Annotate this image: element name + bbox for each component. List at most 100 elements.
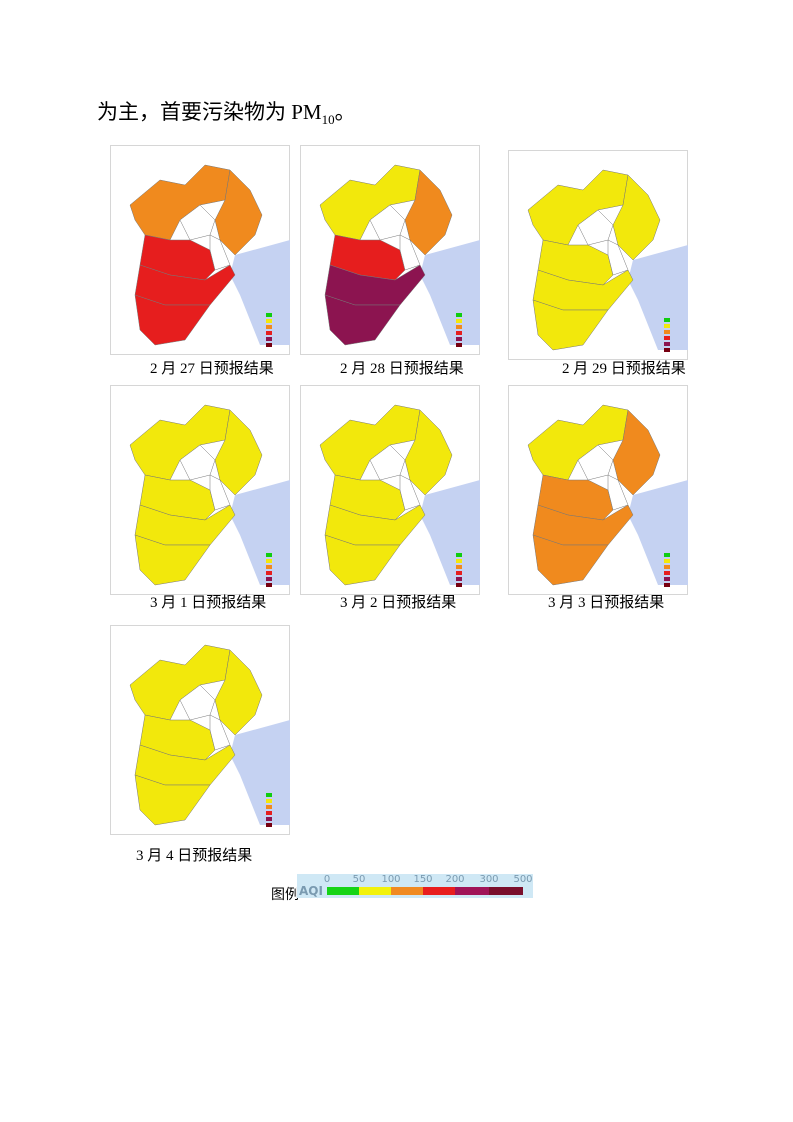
region — [214, 409, 263, 496]
subscript: 10 — [321, 112, 335, 128]
map-legend-swatch — [664, 583, 670, 587]
caption: 3 月 2 日预报结果 — [340, 595, 457, 611]
map — [508, 385, 688, 595]
caption: 3 月 3 日预报结果 — [548, 595, 665, 611]
map-legend-swatch — [456, 325, 462, 329]
sea — [420, 480, 480, 585]
region — [214, 169, 263, 256]
map-legend-swatch — [266, 559, 272, 563]
region — [324, 294, 401, 346]
map — [300, 145, 480, 355]
caption: 2 月 28 日预报结果 — [340, 361, 464, 377]
region — [134, 534, 211, 586]
map-figure — [300, 145, 480, 355]
tick-label: 150 — [413, 874, 433, 885]
beijing — [179, 684, 216, 721]
region — [129, 164, 231, 241]
map-legend-swatch — [456, 337, 462, 341]
axis-title: AQI — [299, 884, 323, 898]
map-legend-swatch — [266, 565, 272, 569]
map-legend-swatch — [266, 805, 272, 809]
map-legend-swatch — [664, 559, 670, 563]
region — [612, 409, 661, 496]
region — [324, 534, 401, 586]
map-legend-swatch — [266, 793, 272, 797]
color-segment — [359, 887, 391, 895]
text: 为主，首要污染物为 PM — [97, 100, 322, 124]
caption: 3 月 1 日预报结果 — [150, 595, 267, 611]
map-legend-swatch — [266, 817, 272, 821]
text: 。 — [334, 100, 356, 124]
region — [612, 174, 661, 261]
map — [110, 145, 290, 355]
region — [527, 404, 629, 481]
beijing — [179, 444, 216, 481]
map-legend-swatch — [456, 571, 462, 575]
region — [404, 409, 453, 496]
map-legend-swatch — [266, 331, 272, 335]
sea — [230, 240, 290, 345]
sea — [230, 480, 290, 585]
map-legend-swatch — [266, 325, 272, 329]
map-legend-swatch — [456, 343, 462, 347]
tianjin — [209, 474, 231, 511]
caption: 2 月 29 日预报结果 — [562, 361, 686, 377]
map-legend-swatch — [266, 823, 272, 827]
region — [214, 649, 263, 736]
map-legend-swatch — [664, 553, 670, 557]
map-legend-swatch — [456, 331, 462, 335]
color-segment — [423, 887, 455, 895]
map-legend-swatch — [266, 553, 272, 557]
tianjin — [607, 474, 629, 511]
tick-label: 0 — [323, 874, 331, 885]
tick-label: 200 — [445, 874, 465, 885]
map-legend-swatch — [664, 348, 670, 352]
color-segment — [391, 887, 423, 895]
map-legend-swatch — [266, 337, 272, 341]
color-segment — [489, 887, 523, 895]
region — [319, 164, 421, 241]
map — [110, 385, 290, 595]
map-legend-swatch — [266, 343, 272, 347]
region — [129, 644, 231, 721]
region — [129, 404, 231, 481]
color-segment — [455, 887, 489, 895]
tianjin — [209, 234, 231, 271]
region — [532, 299, 609, 351]
map-figure — [110, 625, 290, 835]
map — [300, 385, 480, 595]
caption: 3 月 4 日预报结果 — [136, 848, 253, 864]
map-legend-swatch — [456, 559, 462, 563]
map-figure — [110, 385, 290, 595]
tianjin — [607, 239, 629, 276]
region — [527, 169, 629, 246]
region — [404, 169, 453, 256]
map-figure — [300, 385, 480, 595]
map-legend-swatch — [456, 577, 462, 581]
map — [110, 625, 290, 835]
region — [532, 534, 609, 586]
beijing — [577, 209, 614, 246]
sea — [628, 480, 688, 585]
paragraph: 为主，首要污染物为 PM10。 — [97, 96, 356, 128]
map-legend-swatch — [266, 571, 272, 575]
map-legend-swatch — [456, 583, 462, 587]
aqi-color-bar: AQI 0 50 100 150 200 300 500 — [297, 874, 533, 898]
caption: 2 月 27 日预报结果 — [150, 361, 274, 377]
map-legend-swatch — [664, 330, 670, 334]
map — [508, 150, 688, 360]
map-legend-swatch — [456, 553, 462, 557]
map-legend-swatch — [266, 313, 272, 317]
map-figure — [508, 150, 688, 360]
map-legend-swatch — [664, 565, 670, 569]
sea — [420, 240, 480, 345]
region — [134, 774, 211, 826]
region — [319, 404, 421, 481]
map-legend-swatch — [266, 319, 272, 323]
tick-label: 100 — [381, 874, 401, 885]
tianjin — [399, 474, 421, 511]
map-figure — [110, 145, 290, 355]
map-legend-swatch — [664, 318, 670, 322]
beijing — [369, 444, 406, 481]
map-legend-swatch — [266, 577, 272, 581]
